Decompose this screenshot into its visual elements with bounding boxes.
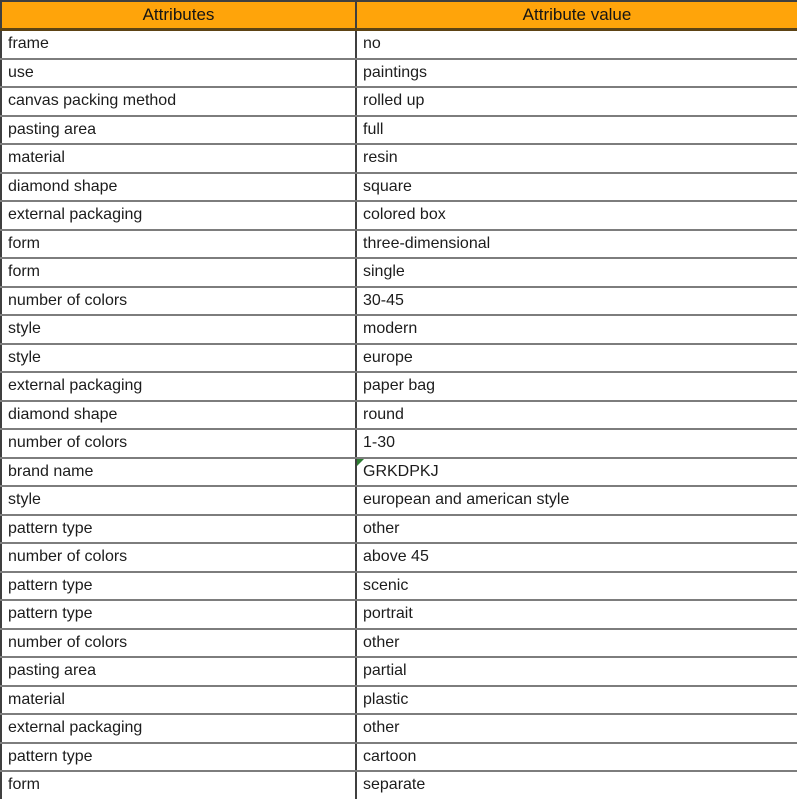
value-cell: other bbox=[355, 628, 797, 658]
value-cell: plastic bbox=[355, 685, 797, 715]
table-row: form single bbox=[1, 258, 797, 288]
table-row: pattern type scenic bbox=[1, 571, 797, 601]
table-row: frame no bbox=[1, 29, 797, 60]
attribute-cell: frame bbox=[1, 29, 356, 60]
attribute-cell: brand name bbox=[1, 457, 356, 487]
table-row: form three-dimensional bbox=[1, 229, 797, 259]
value-cell: single bbox=[355, 258, 797, 288]
value-cell: other bbox=[355, 514, 797, 544]
attribute-cell: pattern type bbox=[1, 514, 356, 544]
value-cell: 1-30 bbox=[355, 429, 797, 459]
table-row: material resin bbox=[1, 144, 797, 174]
table-row: diamond shape square bbox=[1, 172, 797, 202]
attribute-cell: number of colors bbox=[1, 628, 356, 658]
value-cell: 30-45 bbox=[355, 286, 797, 316]
attribute-cell: form bbox=[8, 776, 40, 794]
table-row: brand name GRKDPKJ bbox=[1, 457, 797, 487]
table-header-row: Attributes Attribute value bbox=[1, 1, 797, 31]
value-cell: portrait bbox=[355, 600, 797, 630]
value-cell: paper bag bbox=[355, 372, 797, 402]
attribute-cell: number of colors bbox=[1, 429, 356, 459]
cell-error-flag-icon bbox=[358, 458, 364, 466]
value-cell: resin bbox=[355, 144, 797, 174]
table-row: material plastic bbox=[1, 685, 797, 715]
attribute-cell: material bbox=[1, 685, 356, 715]
value-cell: modern bbox=[355, 315, 797, 345]
attribute-cell: pasting area bbox=[1, 657, 356, 687]
value-cell: separate bbox=[355, 771, 797, 799]
value-cell: partial bbox=[355, 657, 797, 687]
value-cell: three-dimensional bbox=[355, 229, 797, 259]
attribute-cell: number of colors bbox=[1, 543, 356, 573]
table-row: external packaging other bbox=[1, 714, 797, 744]
attribute-cell: external packaging bbox=[1, 201, 356, 231]
attribute-cell: use bbox=[1, 58, 356, 88]
attribute-cell: form bbox=[1, 229, 356, 259]
value-cell: european and american style bbox=[355, 486, 797, 516]
table-row: pattern type other bbox=[1, 514, 797, 544]
table-row: number of colors above 45 bbox=[1, 543, 797, 573]
value-cell: above 45 bbox=[355, 543, 797, 573]
attribute-cell: pasting area bbox=[1, 115, 356, 145]
value-cell: no bbox=[355, 29, 797, 60]
value-text: GRKDPKJ bbox=[363, 462, 439, 480]
value-cell: round bbox=[355, 400, 797, 430]
table-row: pasting area partial bbox=[1, 657, 797, 687]
attribute-cell: style bbox=[1, 486, 356, 516]
attribute-cell: diamond shape bbox=[1, 400, 356, 430]
table-row: pasting area full bbox=[1, 115, 797, 145]
attribute-cell: form bbox=[1, 258, 356, 288]
attribute-cell: external packaging bbox=[1, 372, 356, 402]
table-row: style european and american style bbox=[1, 486, 797, 516]
attribute-cell: pattern type bbox=[1, 600, 356, 630]
value-cell: other bbox=[355, 714, 797, 744]
attribute-value-header-cell: Attribute value bbox=[355, 1, 797, 31]
table-row: number of colors 30-45 bbox=[1, 286, 797, 316]
table-row: canvas packing method rolled up bbox=[1, 87, 797, 117]
attribute-cell: external packaging bbox=[1, 714, 356, 744]
table-row: diamond shape round bbox=[1, 400, 797, 430]
attribute-cell: number of colors bbox=[1, 286, 356, 316]
value-cell: rolled up bbox=[355, 87, 797, 117]
attribute-cell: style bbox=[1, 315, 356, 345]
table-row: pattern type cartoon bbox=[1, 742, 797, 772]
attribute-cell: style bbox=[1, 343, 356, 373]
table-row: form separate bbox=[1, 771, 797, 799]
value-cell: europe bbox=[355, 343, 797, 373]
attribute-cell: canvas packing method bbox=[1, 87, 356, 117]
attribute-cell: diamond shape bbox=[1, 172, 356, 202]
attribute-cell: pattern type bbox=[1, 742, 356, 772]
table-row: number of colors 1-30 bbox=[1, 429, 797, 459]
table-row: style modern bbox=[1, 315, 797, 345]
value-cell: paintings bbox=[355, 58, 797, 88]
table-row: pattern type portrait bbox=[1, 600, 797, 630]
value-cell: square bbox=[355, 172, 797, 202]
table-row: external packaging colored box bbox=[1, 201, 797, 231]
table-row: use paintings bbox=[1, 58, 797, 88]
table-row: external packaging paper bag bbox=[1, 372, 797, 402]
value-cell: colored box bbox=[355, 201, 797, 231]
attribute-cell: material bbox=[1, 144, 356, 174]
attribute-cell: pattern type bbox=[1, 571, 356, 601]
table-row: number of colors other bbox=[1, 628, 797, 658]
table-row: style europe bbox=[1, 343, 797, 373]
attributes-header-cell: Attributes bbox=[1, 1, 356, 31]
value-cell: cartoon bbox=[355, 742, 797, 772]
value-cell: GRKDPKJ bbox=[355, 457, 797, 487]
value-cell: full bbox=[355, 115, 797, 145]
value-cell: scenic bbox=[355, 571, 797, 601]
